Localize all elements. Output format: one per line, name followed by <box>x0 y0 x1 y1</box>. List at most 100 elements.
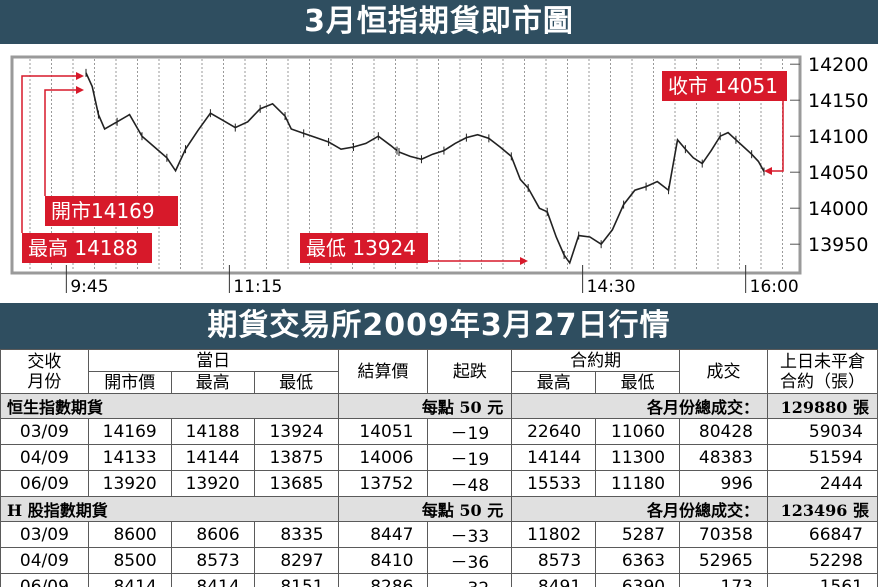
table-cell: 14006 <box>337 444 429 471</box>
table-cell: 8600 <box>87 521 172 548</box>
table-cell: 996 <box>679 470 768 497</box>
header-today: 當日 <box>87 349 339 372</box>
price-line <box>398 131 765 265</box>
header-high: 最高 <box>170 371 255 394</box>
low-label-box <box>300 233 428 263</box>
futures-table: 交收 月份 當日 結算價 起跌 合約期 成交 上日未平倉 合約（張） 開市價 最高 … <box>0 349 878 587</box>
table-cell: 11180 <box>595 470 681 497</box>
table-cell: 173 <box>679 573 768 587</box>
section-unit: 每點 50 元 <box>337 496 513 522</box>
table-cell: 14144 <box>511 444 597 471</box>
table-row: 03/09 14169 14188 13924 14051 －19 22640 11060 80… <box>0 418 878 445</box>
table-cell: 8573 <box>170 547 255 574</box>
section-name: H 股指數期貨 <box>0 496 339 522</box>
table-cell: 15533 <box>511 470 597 497</box>
header-open-interest: 上日未平倉 合約（張） <box>767 349 878 394</box>
header-month: 交收 月份 <box>0 349 89 394</box>
open-label: 開市14169 <box>51 199 155 223</box>
y-tick-label: 14200 <box>808 54 868 76</box>
high-label-box <box>22 233 152 263</box>
table-cell: 6363 <box>595 547 681 574</box>
x-tick-label: 16:00 <box>750 277 799 297</box>
table-title: 期貨交易所2009年3月27日行情 <box>0 303 878 349</box>
y-tick-label: 14150 <box>808 90 868 112</box>
intraday-chart: 14200 14150 14100 14050 14000 13950 9:45 11:15 1… <box>10 54 868 297</box>
table-cell: 11300 <box>595 444 681 471</box>
table-row: 03/09 8600 8606 8335 8447 －33 11802 5287 70358 66… <box>0 521 878 548</box>
x-tick-label: 14:30 <box>587 277 636 297</box>
table-cell: 8573 <box>511 547 597 574</box>
table-cell: 03/09 <box>0 521 89 548</box>
table-cell: 11802 <box>511 521 597 548</box>
table-cell: －19 <box>427 418 513 445</box>
table-row: 06/09 13920 13920 13685 13752 －48 15533 11180 99… <box>0 470 878 497</box>
table-cell: －48 <box>427 470 513 497</box>
close-arrow <box>768 101 784 172</box>
table-cell: －36 <box>427 547 513 574</box>
table-cell: 8297 <box>253 547 339 574</box>
close-label: 收市 14051 <box>668 74 778 98</box>
table-cell: 2444 <box>767 470 878 497</box>
table-cell: 13920 <box>87 470 172 497</box>
table-cell: 8335 <box>253 521 339 548</box>
table-cell: 5287 <box>595 521 681 548</box>
table-cell: 13875 <box>253 444 339 471</box>
high-arrowhead <box>76 72 84 80</box>
close-arrowhead <box>764 167 772 175</box>
table-cell: 14144 <box>170 444 255 471</box>
high-label: 最高 14188 <box>28 236 138 260</box>
table-cell: 14169 <box>87 418 172 445</box>
y-tick-label: 13950 <box>808 234 868 256</box>
close-label-box <box>662 71 787 101</box>
header-change: 起跌 <box>427 349 513 394</box>
table-cell: 8414 <box>87 573 172 587</box>
table-cell: 66847 <box>767 521 878 548</box>
open-label-box <box>45 196 178 226</box>
y-tick-label: 14050 <box>808 162 868 184</box>
table-cell: 14133 <box>87 444 172 471</box>
table-cell: 06/09 <box>0 573 89 587</box>
header-settle: 結算價 <box>337 349 429 394</box>
table-cell: 04/09 <box>0 444 89 471</box>
table-cell: 51594 <box>767 444 878 471</box>
table-cell: 13924 <box>253 418 339 445</box>
table-cell: －19 <box>427 444 513 471</box>
table-row: 04/09 14133 14144 13875 14006 －19 14144 11300 48… <box>0 444 878 471</box>
header-contract-high: 最高 <box>511 371 597 394</box>
table-cell: 06/09 <box>0 470 89 497</box>
section-name: 恒生指數期貨 <box>0 393 339 419</box>
table-cell: 22640 <box>511 418 597 445</box>
table-cell: 8414 <box>170 573 255 587</box>
table-cell: 8286 <box>337 573 429 587</box>
section-header: H 股指數期貨 每點 50 元各月份總成交： 123496 張 <box>0 496 878 522</box>
section-unit: 每點 50 元 <box>337 393 513 419</box>
open-arrow <box>44 89 78 196</box>
section-header: 恒生指數期貨 每點 50 元各月份總成交： 129880 張 <box>0 393 878 419</box>
table-cell: 8151 <box>253 573 339 587</box>
low-label: 最低 13924 <box>306 236 416 260</box>
y-tick-label: 14000 <box>808 198 868 220</box>
table-cell: 59034 <box>767 418 878 445</box>
table-cell: 11060 <box>595 418 681 445</box>
section-total-label: 各月份總成交： <box>511 496 768 522</box>
header-volume: 成交 <box>679 349 768 394</box>
high-arrow <box>21 75 78 233</box>
x-tick-label: 9:45 <box>70 277 108 297</box>
chart-title: 3月恒指期貨即市圖 <box>0 0 878 44</box>
header-contract-low: 最低 <box>595 371 681 394</box>
header-low: 最低 <box>253 371 339 394</box>
table-row: 04/09 8500 8573 8297 8410 －36 8573 6363 52965 522… <box>0 547 878 574</box>
header-open: 開市價 <box>87 371 172 394</box>
table-cell: 03/09 <box>0 418 89 445</box>
table-cell: 6390 <box>595 573 681 587</box>
table-cell: 52298 <box>767 547 878 574</box>
section-total-value: 129880 張 <box>767 393 878 419</box>
table-cell: 70358 <box>679 521 768 548</box>
table-cell: 14051 <box>337 418 429 445</box>
table-cell: －33 <box>427 521 513 548</box>
table-cell: 8500 <box>87 547 172 574</box>
section-total-label: 各月份總成交： <box>511 393 768 419</box>
table-cell: －32 <box>427 573 513 587</box>
table-cell: 13685 <box>253 470 339 497</box>
